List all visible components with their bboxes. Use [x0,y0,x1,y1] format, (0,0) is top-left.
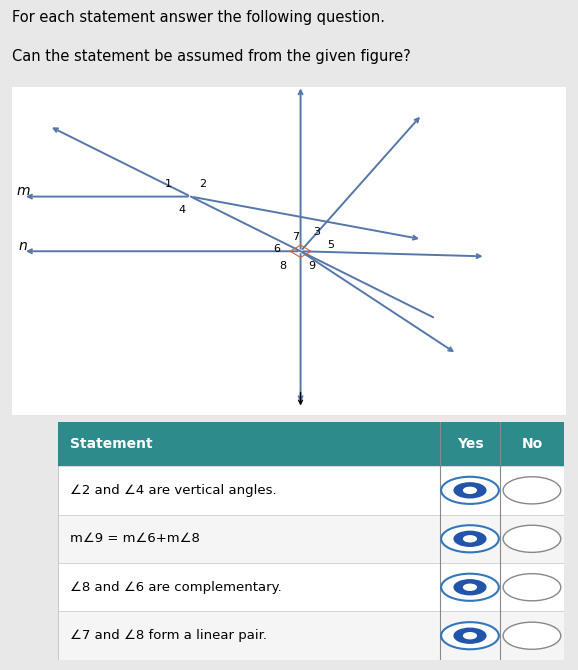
FancyBboxPatch shape [58,515,564,563]
Text: 8: 8 [280,261,287,271]
FancyBboxPatch shape [58,563,564,612]
Text: 9: 9 [309,261,316,271]
Text: 5: 5 [327,240,334,250]
Circle shape [503,574,561,601]
Circle shape [454,531,486,546]
Text: ∠2 and ∠4 are vertical angles.: ∠2 and ∠4 are vertical angles. [71,484,277,497]
FancyBboxPatch shape [58,466,564,515]
Text: ∠7 and ∠8 form a linear pair.: ∠7 and ∠8 form a linear pair. [71,629,268,643]
Circle shape [441,622,499,649]
Circle shape [464,632,476,639]
Text: No: No [521,437,543,451]
FancyBboxPatch shape [58,612,564,660]
Circle shape [454,483,486,498]
FancyBboxPatch shape [58,422,564,466]
Circle shape [503,477,561,504]
Text: 2: 2 [199,179,206,188]
Circle shape [464,487,476,493]
Text: 6: 6 [273,243,280,253]
FancyBboxPatch shape [12,87,566,415]
Text: 3: 3 [313,227,320,237]
Circle shape [454,628,486,643]
Text: 1: 1 [165,179,172,188]
Text: 7: 7 [292,232,299,242]
Circle shape [441,525,499,552]
Text: m: m [16,184,30,198]
Text: m∠9 = m∠6+m∠8: m∠9 = m∠6+m∠8 [71,532,201,545]
Circle shape [503,525,561,552]
Text: 4: 4 [179,204,186,214]
Circle shape [441,574,499,601]
Text: Yes: Yes [457,437,483,451]
Circle shape [441,477,499,504]
Text: n: n [18,239,28,253]
Text: Can the statement be assumed from the given figure?: Can the statement be assumed from the gi… [12,50,410,64]
Text: For each statement answer the following question.: For each statement answer the following … [12,10,384,25]
Circle shape [454,580,486,595]
Circle shape [464,584,476,590]
Circle shape [503,622,561,649]
Text: Statement: Statement [71,437,153,451]
Text: ∠8 and ∠6 are complementary.: ∠8 and ∠6 are complementary. [71,581,282,594]
Circle shape [464,536,476,542]
